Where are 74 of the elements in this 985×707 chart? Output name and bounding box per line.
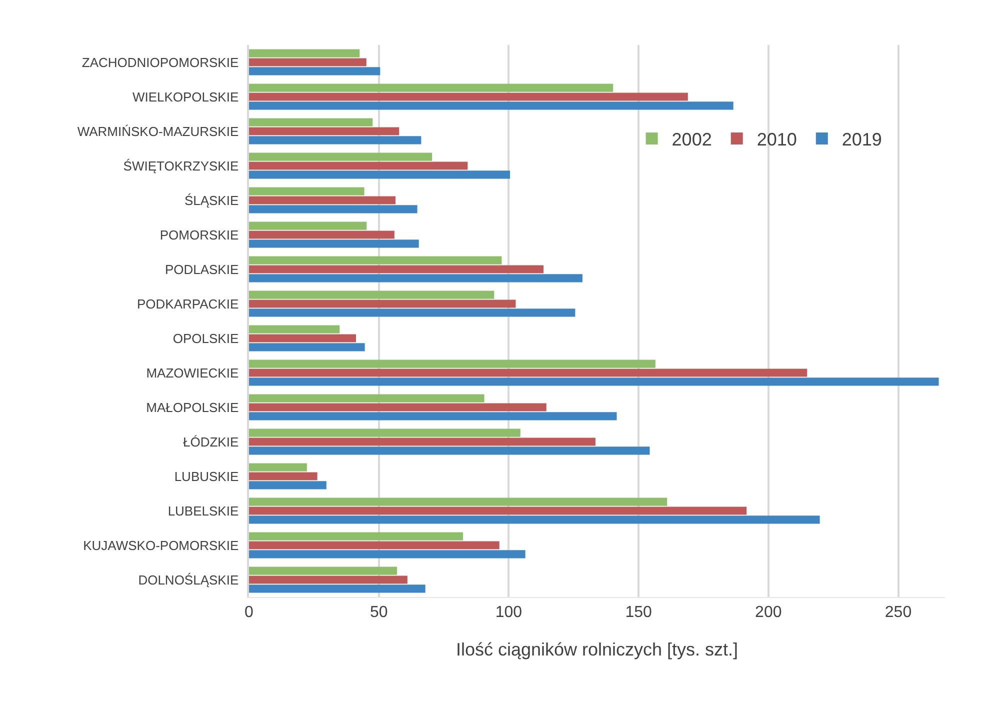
x-tick-label: 0: [244, 604, 254, 622]
y-tick-label: WIELKOPOLSKIE: [132, 89, 239, 104]
x-tick-label: 100: [495, 604, 522, 622]
bar: [249, 403, 546, 412]
legend-label: 2002: [672, 130, 712, 150]
bar: [249, 438, 596, 446]
bar: [249, 343, 365, 352]
bar: [249, 67, 380, 76]
bar: [249, 274, 582, 282]
bar: [249, 498, 668, 506]
bar: [249, 566, 398, 575]
bar: [249, 102, 734, 110]
y-tick-label: KUJAWSKO-POMORSKIE: [83, 538, 239, 553]
legend-label: 2010: [756, 130, 797, 150]
bar: [249, 136, 422, 144]
x-tick-label: 50: [370, 604, 388, 622]
y-tick-label: POMORSKIE: [160, 227, 239, 242]
bar: [249, 532, 463, 540]
bar: [249, 162, 468, 170]
bar: [249, 378, 939, 386]
bar: [249, 506, 747, 515]
bar: [249, 472, 318, 480]
bar: [249, 481, 326, 490]
bar: [249, 541, 500, 550]
bar: [249, 127, 400, 136]
x-tick-label: 150: [625, 604, 652, 622]
y-tick-label: MAZOWIECKIE: [146, 365, 239, 380]
y-tick-label: PODLASKIE: [164, 262, 239, 277]
bar: [249, 187, 364, 196]
bar: [249, 368, 808, 377]
bar: [249, 265, 544, 274]
x-axis-title: Ilość ciągników rolniczych [tys. szt.]: [456, 639, 738, 660]
bar: [249, 325, 340, 334]
bar: [249, 308, 576, 317]
y-tick-label: ŚWIĘTOKRZYSKIE: [123, 158, 239, 174]
bar: [249, 118, 373, 126]
bar: [249, 205, 418, 214]
bar: [249, 290, 494, 299]
legend-label: 2019: [842, 130, 882, 150]
bar: [249, 550, 526, 558]
y-tick-label: DOLNOŚLĄSKIE: [138, 572, 239, 588]
bar: [249, 412, 617, 420]
bar: [249, 463, 307, 472]
y-tick-label: ŁÓDZKIE: [183, 434, 239, 450]
y-tick-label: MAŁOPOLSKIE: [146, 400, 239, 415]
bar: [249, 196, 396, 204]
bar: [249, 230, 394, 239]
y-tick-label: WARMIŃSKO-MAZURSKIE: [77, 124, 239, 139]
bar: [249, 222, 367, 230]
bar: [249, 428, 520, 437]
y-tick-label: LUBUSKIE: [174, 468, 239, 484]
bar: [249, 584, 426, 593]
bar: [249, 92, 688, 101]
bar: [249, 58, 366, 66]
bar: [249, 152, 432, 161]
bar: [249, 334, 356, 342]
y-tick-label: ZACHODNIOPOMORSKIE: [82, 54, 239, 70]
x-tick-label: 250: [884, 604, 912, 622]
y-tick-label: OPOLSKIE: [172, 330, 239, 346]
bar: [249, 170, 510, 179]
bar: [249, 446, 650, 455]
y-tick-label: LUBELSKIE: [168, 503, 239, 518]
bar: [249, 360, 656, 368]
bar: [249, 394, 484, 402]
y-tick-label: PODKARPACKIE: [137, 296, 239, 312]
x-tick-label: 200: [755, 604, 782, 622]
bar: [249, 256, 502, 264]
bar: [249, 576, 408, 584]
y-tick-label: ŚLĄSKIE: [184, 192, 239, 208]
bar: [249, 49, 360, 58]
bar: [249, 516, 820, 524]
bar: [249, 84, 614, 92]
bar: [249, 240, 419, 248]
bar: [249, 300, 516, 308]
